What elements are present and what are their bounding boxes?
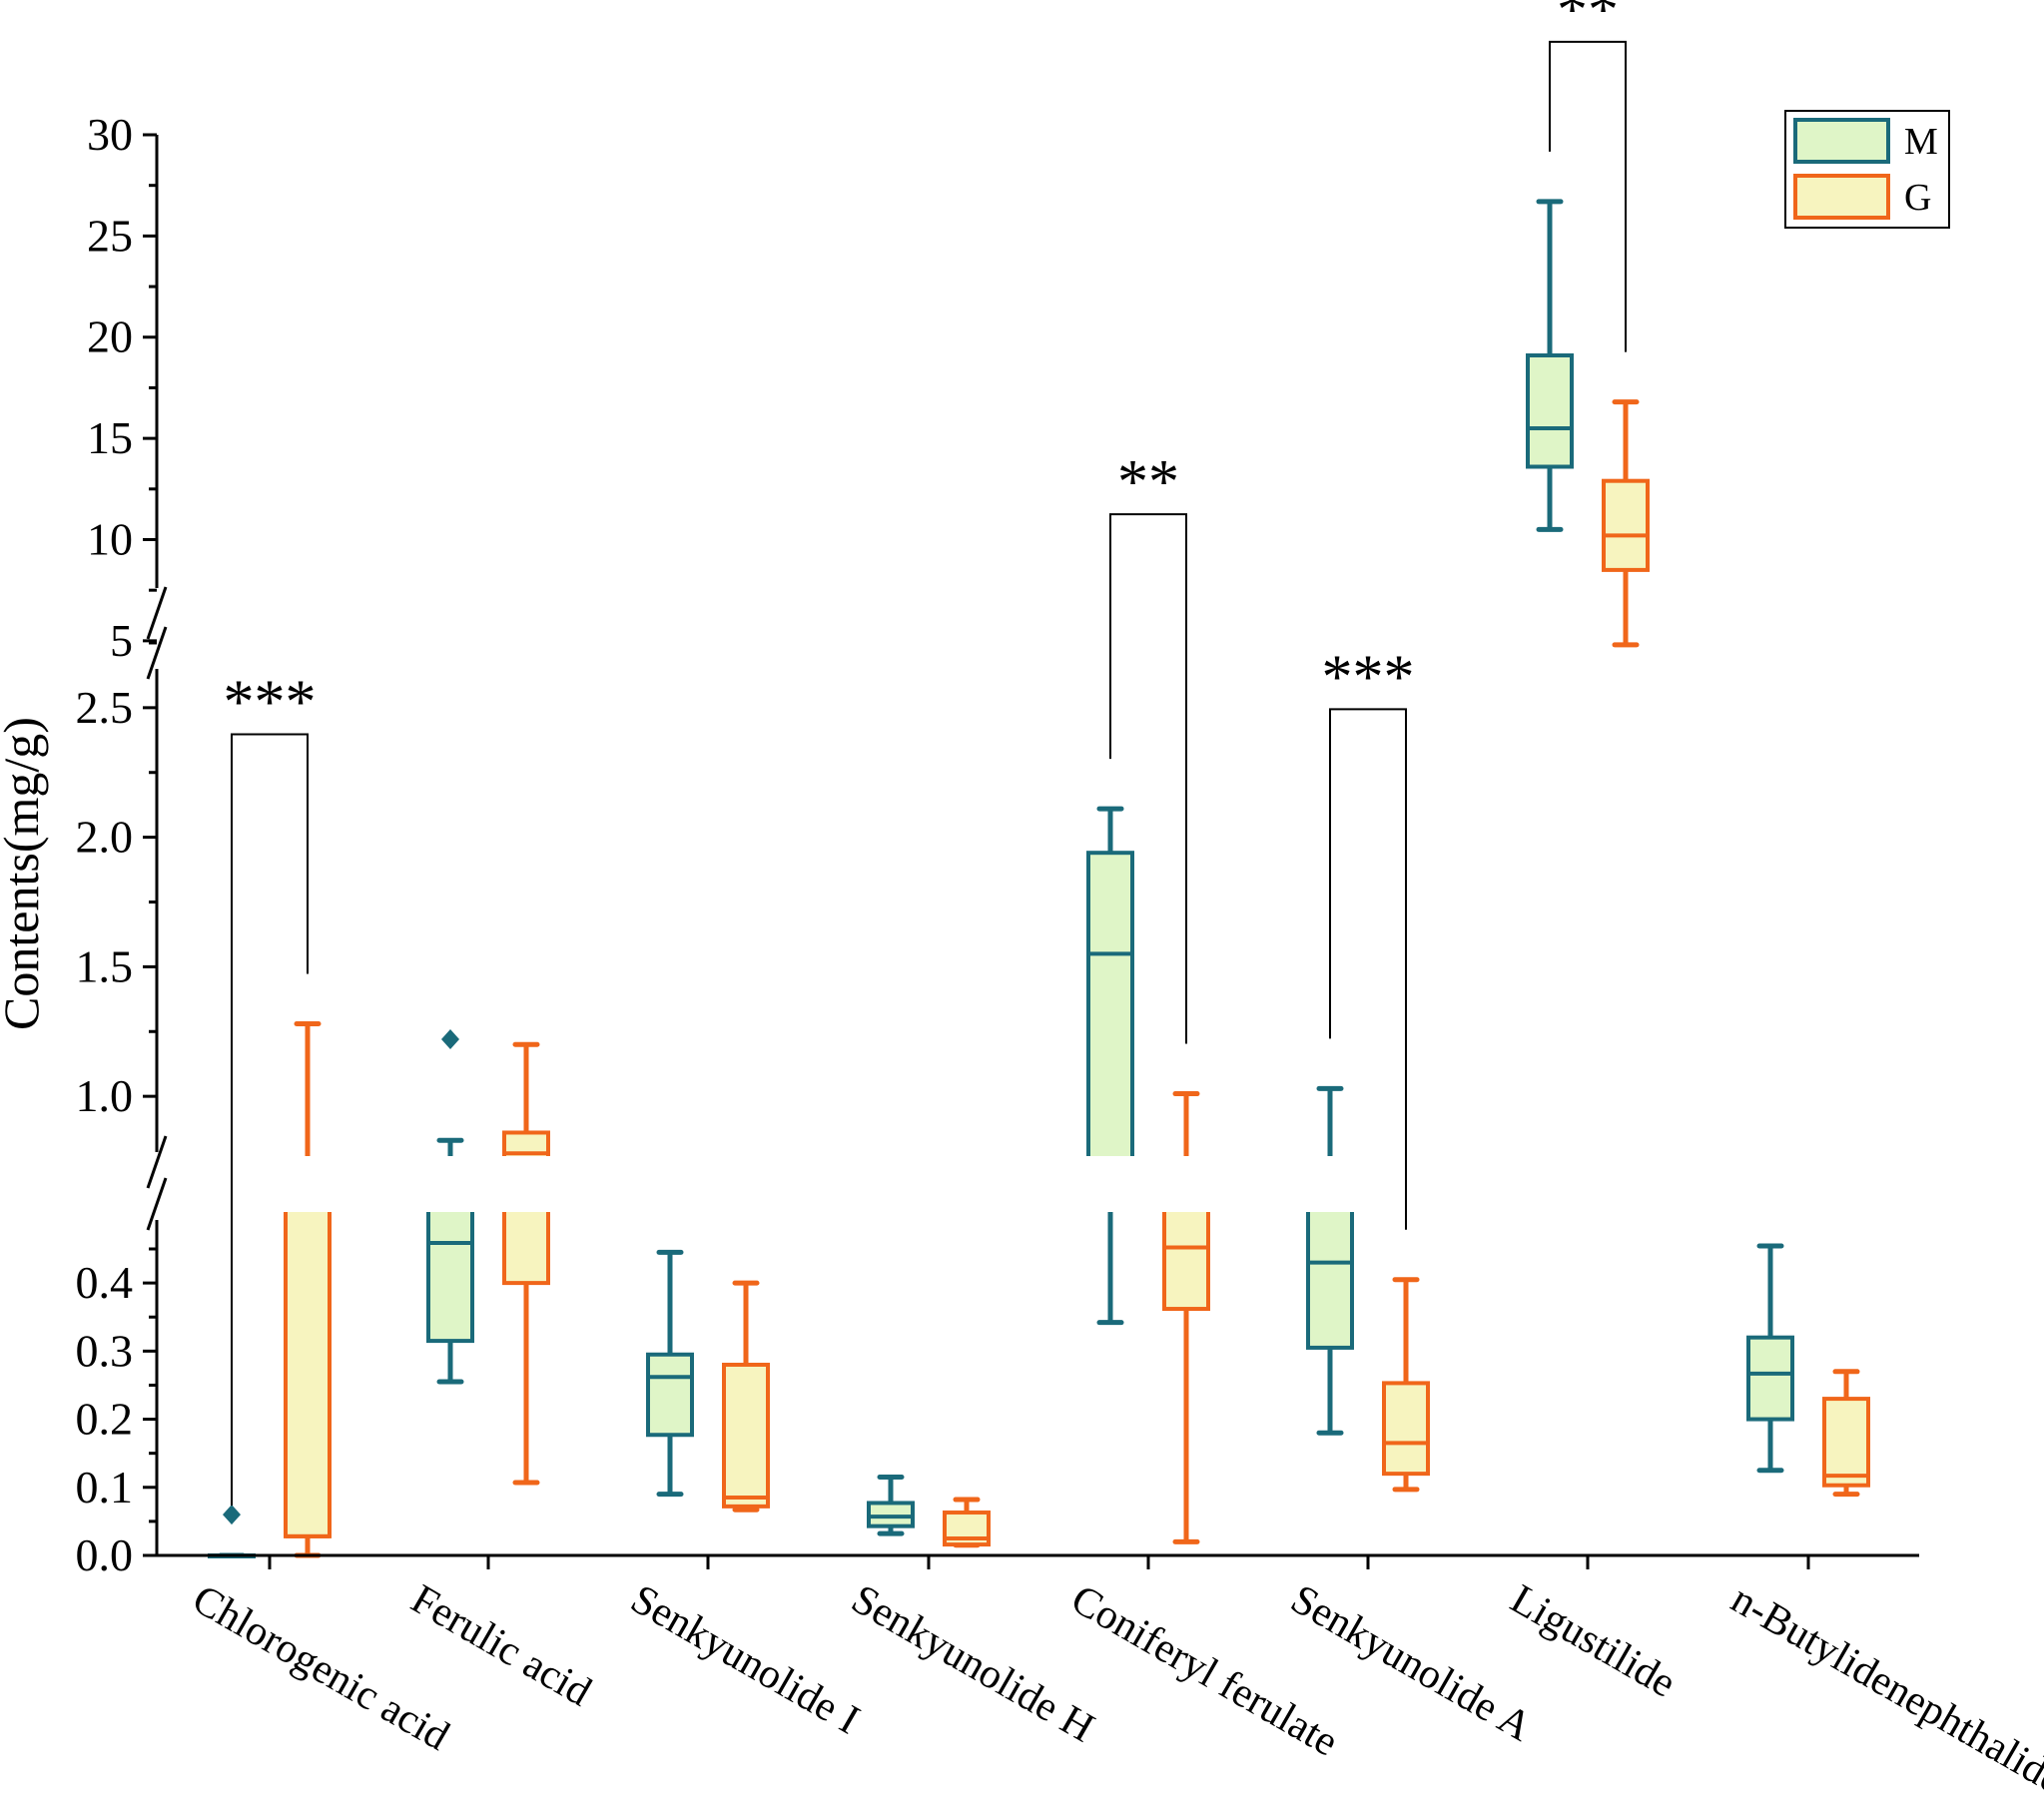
significance-layer: ********** xyxy=(224,0,1627,1506)
outlier-point xyxy=(223,1505,241,1525)
box-m xyxy=(867,1475,915,1536)
significance-label: ** xyxy=(1557,0,1619,44)
box-iqr xyxy=(1822,1397,1870,1488)
y-tick-label: 0.4 xyxy=(76,1257,134,1308)
significance-label: ** xyxy=(1117,448,1179,516)
significance-bracket: ** xyxy=(1549,0,1627,352)
box-g xyxy=(502,1041,550,1486)
y-tick-label: 0.3 xyxy=(76,1325,134,1376)
box-iqr xyxy=(426,1190,474,1344)
box-g xyxy=(284,1020,332,1558)
x-category-label: Senkyunolide I xyxy=(623,1576,867,1744)
axis-break-mark xyxy=(146,1177,168,1231)
box-m xyxy=(1306,1085,1354,1436)
y-tick-label: 0.1 xyxy=(76,1462,134,1512)
significance-label: *** xyxy=(1322,643,1415,711)
x-category-label: n-Butylidenephthalide xyxy=(1723,1576,2044,1804)
box-iqr xyxy=(867,1501,915,1528)
y-tick-label: 0.2 xyxy=(76,1394,134,1445)
box-layer xyxy=(161,199,1870,1558)
box-g xyxy=(943,1497,991,1548)
significance-label: *** xyxy=(224,668,317,736)
x-category-label: Ferulic acid xyxy=(403,1576,599,1716)
axis-break-band xyxy=(161,1156,1858,1212)
box-iqr xyxy=(1526,352,1574,469)
legend-swatch-g xyxy=(1793,174,1890,220)
x-category-label: Ligustilide xyxy=(1503,1576,1684,1707)
box-g xyxy=(1602,399,1650,648)
box-m xyxy=(646,1249,694,1498)
legend: M G xyxy=(1784,110,1950,229)
legend-label-m: M xyxy=(1904,121,1938,163)
y-tick-label: 5 xyxy=(110,615,133,666)
box-m xyxy=(1746,1243,1794,1474)
y-axis-label: Contents(mg/g) xyxy=(0,717,49,1030)
box-iqr xyxy=(1602,478,1650,572)
y-tick-label: 2.0 xyxy=(76,812,134,863)
y-tick-label: 1.5 xyxy=(76,940,134,991)
legend-swatch-m xyxy=(1793,118,1890,164)
y-tick-label: 1.0 xyxy=(76,1070,134,1121)
y-tick-label: 20 xyxy=(87,311,133,362)
y-tick-label: 2.5 xyxy=(76,682,134,733)
y-tick-label: 30 xyxy=(87,109,133,160)
outlier-point xyxy=(441,1029,459,1050)
box-iqr xyxy=(284,1166,332,1538)
axis-break-mark xyxy=(146,626,168,680)
bracket-line xyxy=(1549,40,1627,352)
legend-label-g: G xyxy=(1904,177,1931,219)
box-m xyxy=(208,1505,256,1558)
box-g xyxy=(722,1280,770,1512)
y-tick-label: 10 xyxy=(87,513,133,564)
axis-break-mark xyxy=(146,1135,168,1189)
box-iqr xyxy=(646,1352,694,1438)
axis-break-mark xyxy=(146,586,168,640)
box-iqr xyxy=(722,1362,770,1509)
bracket-line xyxy=(1329,708,1407,1230)
box-m xyxy=(1086,806,1134,1326)
significance-bracket: *** xyxy=(1322,643,1415,1230)
significance-bracket: ** xyxy=(1109,448,1187,1044)
x-category-label: Senkyunolide H xyxy=(844,1576,1101,1752)
box-g xyxy=(1822,1369,1870,1498)
box-m xyxy=(1526,199,1574,532)
box-iqr xyxy=(1382,1381,1430,1477)
y-tick-label: 15 xyxy=(87,412,133,463)
y-tick-label: 25 xyxy=(87,210,133,261)
box-g xyxy=(1382,1277,1430,1493)
bracket-line xyxy=(1109,513,1187,1044)
y-tick-label: 0.0 xyxy=(76,1529,134,1580)
box-iqr xyxy=(1086,851,1134,1176)
bracket-line xyxy=(231,733,309,1506)
box-iqr xyxy=(1746,1335,1794,1422)
significance-bracket: *** xyxy=(224,668,317,1506)
